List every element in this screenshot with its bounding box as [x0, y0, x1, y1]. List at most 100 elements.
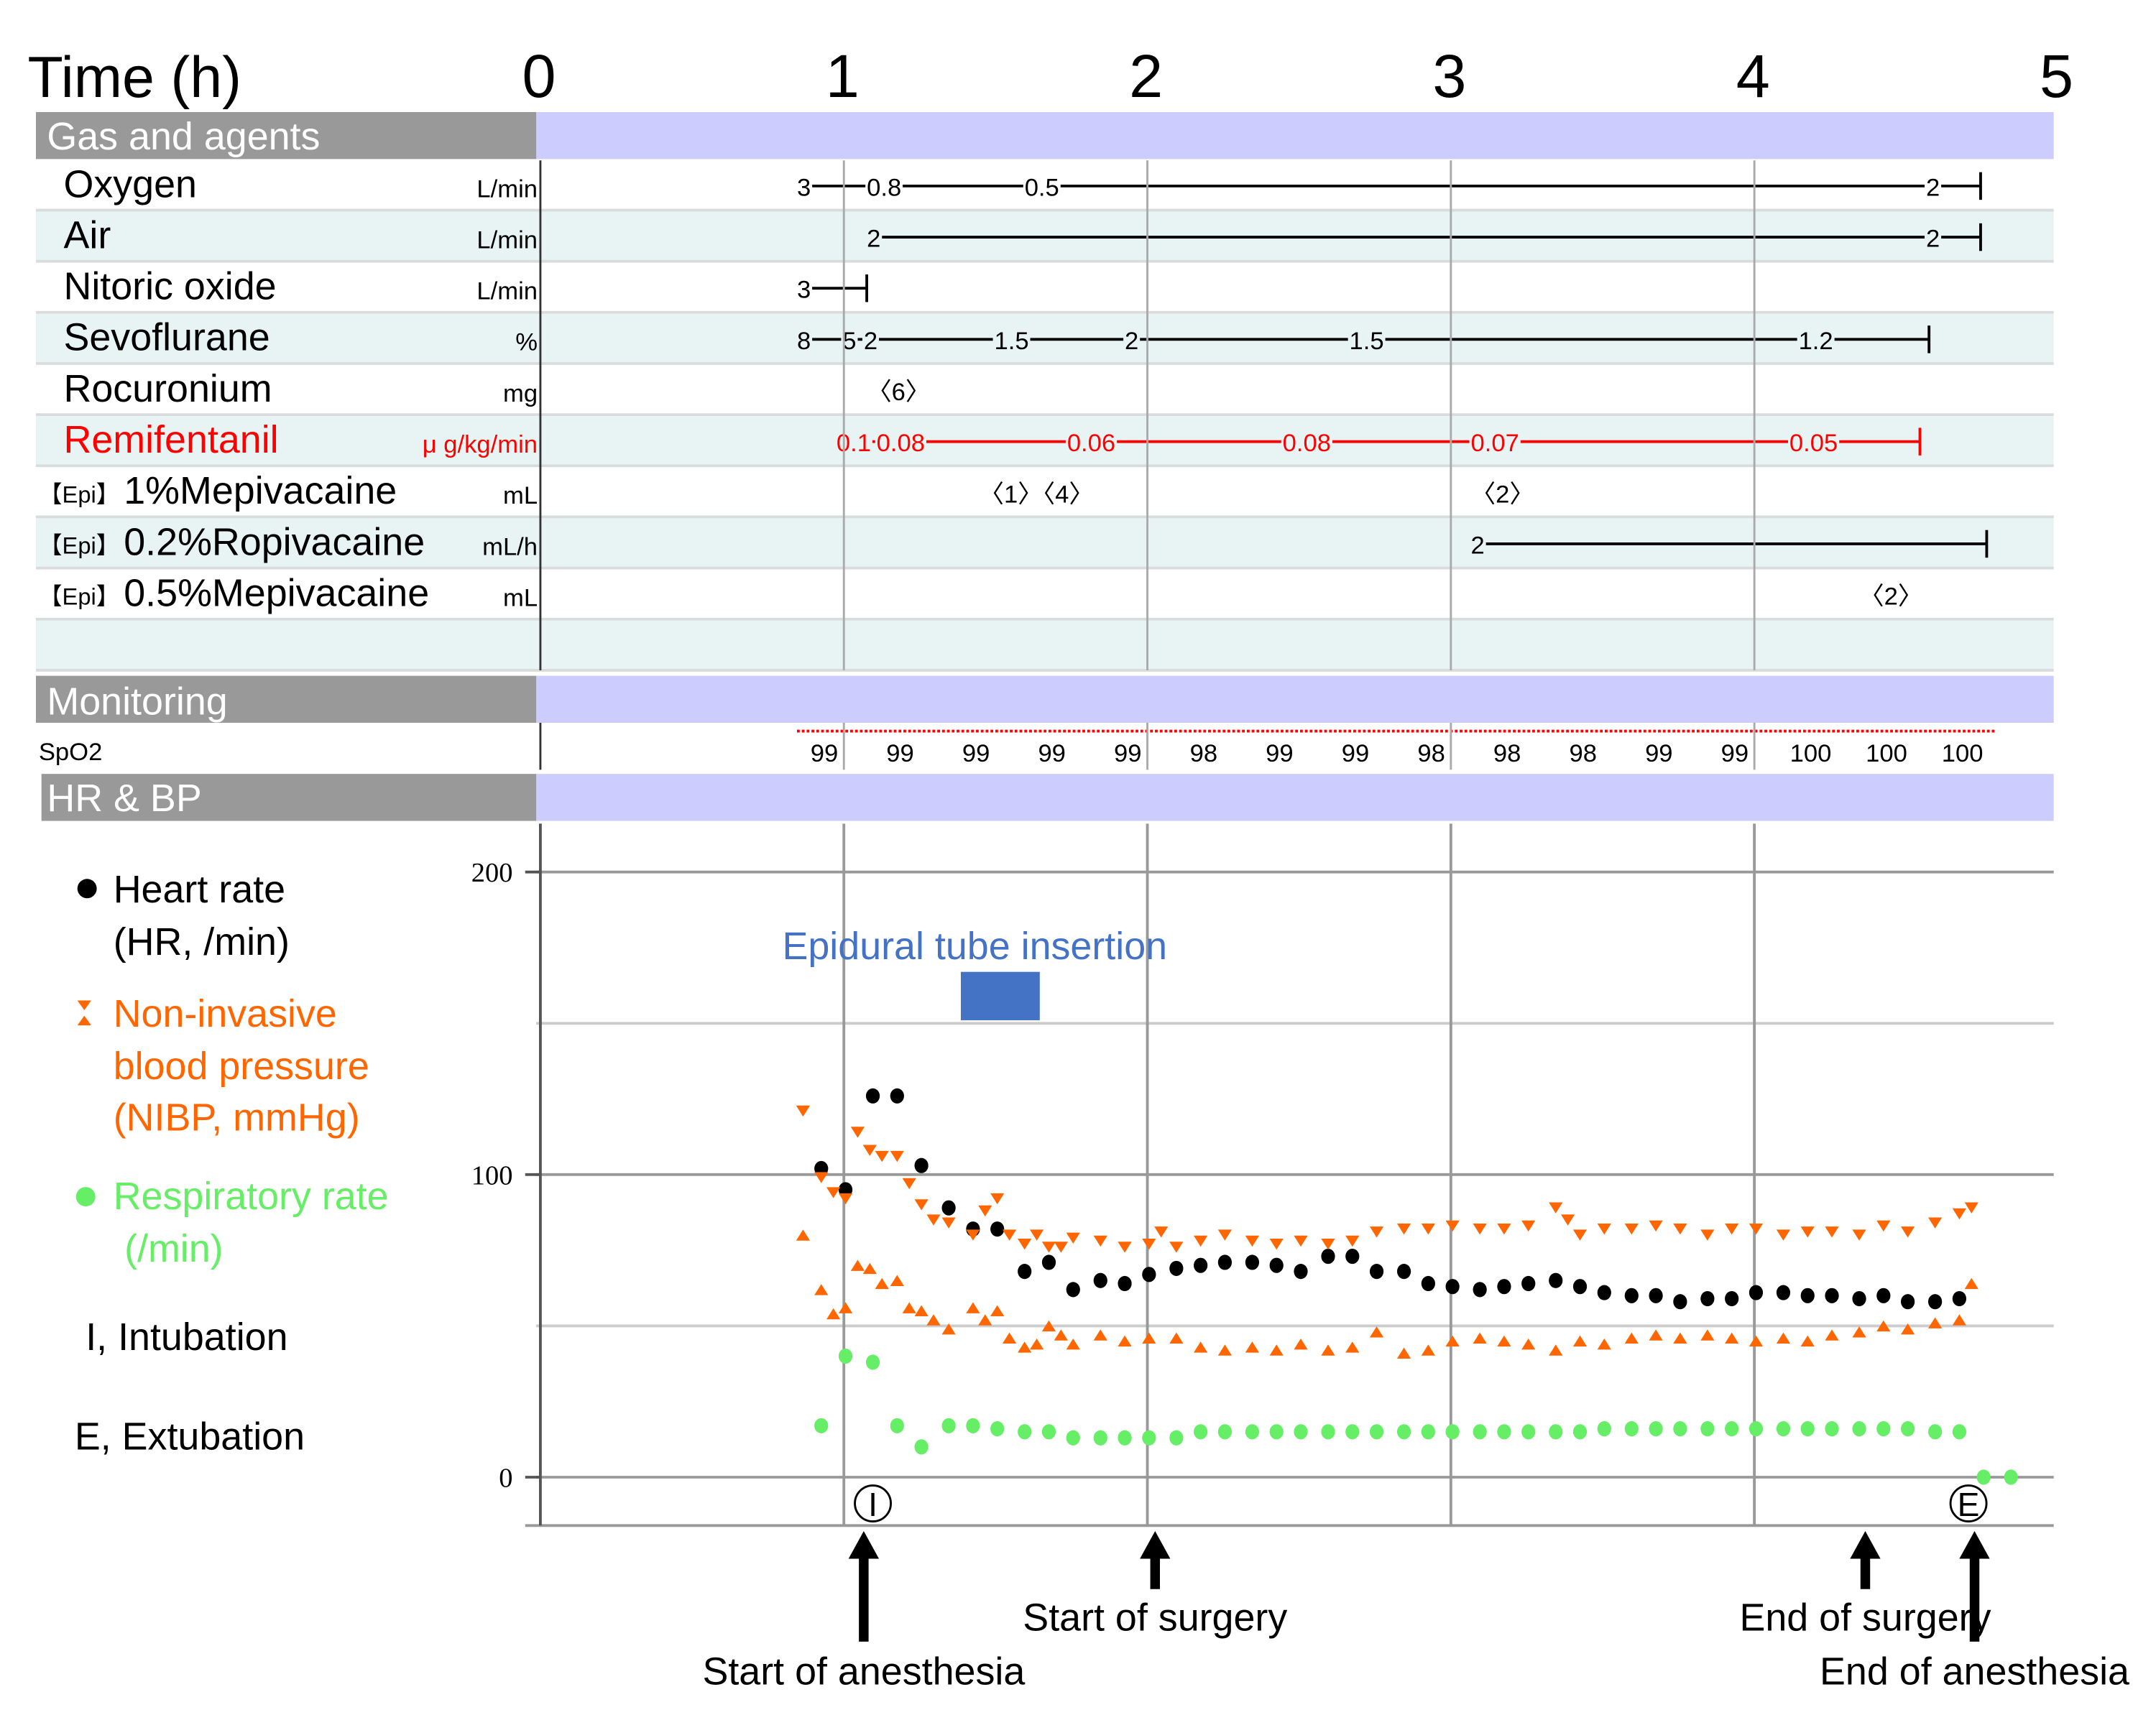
- data-point: [1445, 1279, 1460, 1295]
- data-point: [914, 1157, 929, 1173]
- diastolic-point: [902, 1302, 916, 1313]
- row-background: [36, 620, 2054, 670]
- spo2-value: 100: [1790, 740, 1832, 767]
- legend-rr-line2: (/min): [124, 1227, 224, 1270]
- diastolic-point: [1093, 1329, 1107, 1341]
- hour-tick-label: 4: [1736, 42, 1770, 110]
- data-point: [1473, 1282, 1487, 1298]
- gas-row: Remifentanil μ g/kg/min 0.1 0.08 0.06 0.08 0.0…: [36, 416, 2054, 468]
- data-point: [1169, 1430, 1184, 1446]
- dose-value: 2: [864, 328, 877, 355]
- spo2-value: 98: [1190, 740, 1218, 767]
- data-point: [1142, 1430, 1156, 1446]
- systolic-point: [1169, 1242, 1184, 1253]
- data-point: [1321, 1248, 1335, 1265]
- dose-value: 0.08: [1283, 430, 1331, 457]
- dose-value: 3: [797, 277, 811, 304]
- systolic-point: [914, 1199, 929, 1211]
- systolic-point: [1673, 1223, 1687, 1235]
- spo2-value: 99: [1721, 740, 1749, 767]
- monitoring-section-band: [536, 675, 2054, 723]
- systolic-point: [1369, 1226, 1384, 1238]
- data-point: [941, 1418, 956, 1433]
- systolic-point: [796, 1105, 811, 1117]
- data-point: [1572, 1424, 1588, 1440]
- gas-row: Air L/min 2 2: [36, 211, 2054, 263]
- data-point: [865, 1354, 880, 1370]
- row-label: Oxygen: [63, 162, 197, 205]
- dose-value: 2: [867, 226, 880, 253]
- data-point: [1269, 1424, 1284, 1440]
- data-point: [1369, 1424, 1384, 1440]
- gas-row: [36, 620, 2054, 672]
- systolic-point: [1928, 1217, 1943, 1229]
- spo2-value: 100: [1942, 740, 1984, 767]
- diastolic-point: [862, 1262, 877, 1275]
- diastolic-point: [1900, 1323, 1915, 1335]
- data-point: [1725, 1421, 1739, 1437]
- row-label: 0.2%Ropivacaine: [124, 520, 425, 563]
- epidural-insertion-bar: [961, 971, 1040, 1021]
- systolic-point: [850, 1127, 865, 1138]
- data-point: [1018, 1264, 1032, 1280]
- data-point: [1624, 1421, 1639, 1437]
- epi-prefix: 【Epi】: [39, 583, 120, 610]
- diastolic-point: [1194, 1341, 1208, 1353]
- event-annotation: Start of surgery: [1023, 1531, 1287, 1639]
- row-background: [36, 569, 2054, 619]
- series-respiratory: [814, 1348, 2018, 1485]
- intubation-marker: I: [854, 1484, 892, 1523]
- data-point: [1194, 1257, 1208, 1273]
- systolic-point: [1900, 1226, 1915, 1238]
- legend-hr-line1: Heart rate: [114, 868, 285, 911]
- diastolic-point: [1673, 1332, 1687, 1344]
- dose-value: 2: [1470, 532, 1484, 559]
- data-point: [1294, 1264, 1308, 1280]
- spo2-value: 99: [1038, 740, 1066, 767]
- data-point: [1369, 1264, 1384, 1280]
- hrbp-section-header: HR & BP: [47, 777, 201, 820]
- spo2-value: 99: [1266, 740, 1294, 767]
- data-point: [1597, 1421, 1611, 1437]
- systolic-point: [1345, 1235, 1360, 1247]
- data-point: [1345, 1248, 1360, 1265]
- epi-prefix: 【Epi】: [39, 481, 120, 507]
- systolic-point: [1800, 1226, 1815, 1238]
- hrbp-section-band: [536, 774, 2054, 821]
- data-point: [1169, 1260, 1184, 1276]
- diastolic-point: [1142, 1332, 1156, 1344]
- spo2-row: SpO2 99 99 99 99 99 98 99 99 98 98 98 99 99 100 100 100: [39, 723, 1996, 770]
- dose-value: 0.1: [837, 430, 871, 457]
- data-point: [1142, 1267, 1156, 1282]
- data-point: [1245, 1424, 1260, 1440]
- systolic-point: [1497, 1223, 1511, 1235]
- hour-tick-label: 2: [1129, 42, 1163, 110]
- data-point: [1749, 1285, 1764, 1300]
- data-point: [1396, 1264, 1411, 1280]
- legend-nibp-marker: [77, 1000, 91, 1026]
- hrbp-section-header-bg: [41, 774, 537, 821]
- data-point: [990, 1221, 1005, 1237]
- systolic-point: [1624, 1223, 1639, 1235]
- bolus-dose: 〈2〉: [1470, 481, 1534, 508]
- diastolic-point: [1776, 1332, 1791, 1344]
- spo2-value: 98: [1417, 740, 1445, 767]
- systolic-point: [966, 1229, 980, 1241]
- hour-tick-labels: 0 1 2 3 4 5: [522, 42, 2073, 110]
- data-point: [1445, 1424, 1460, 1440]
- hour-tick-label: 3: [1432, 42, 1466, 110]
- systolic-point: [875, 1150, 889, 1162]
- data-point: [1217, 1424, 1233, 1440]
- data-point: [966, 1418, 980, 1433]
- diastolic-point: [875, 1277, 889, 1290]
- spo2-value: 98: [1569, 740, 1597, 767]
- systolic-point: [1725, 1223, 1739, 1235]
- diastolic-point: [814, 1284, 829, 1295]
- systolic-point: [1964, 1202, 1978, 1214]
- gas-row: Rocuronium mg 〈6〉: [36, 364, 2054, 417]
- gas-section-header-bg: [36, 112, 537, 160]
- legend: Heart rate (HR, /min) Non-invasive blood…: [75, 868, 389, 1459]
- diastolic-point: [1952, 1314, 1967, 1326]
- systolic-point: [1473, 1223, 1487, 1235]
